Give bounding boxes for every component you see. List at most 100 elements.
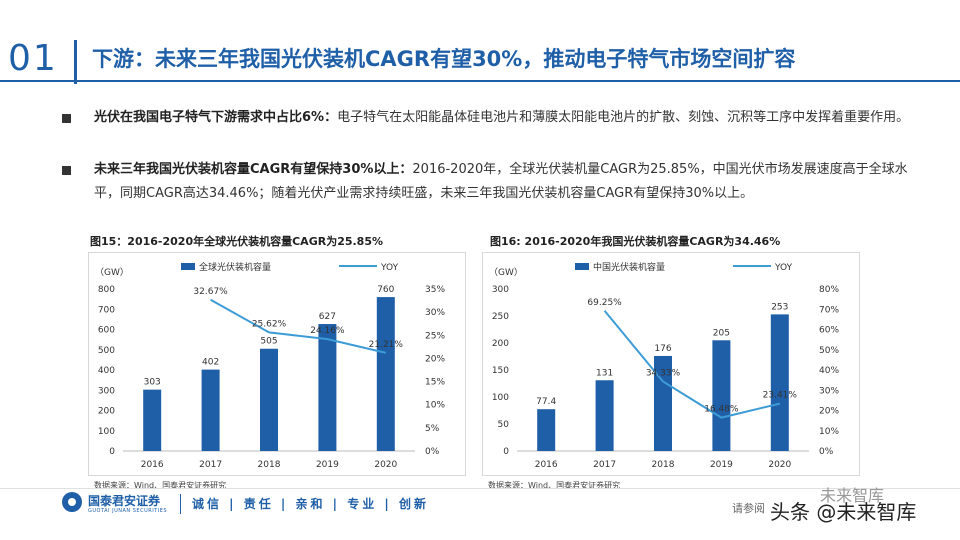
yoy-data-label: 21.21% (369, 340, 404, 350)
y-left-tick-label: 300 (492, 285, 509, 295)
yoy-data-label: 32.67% (193, 287, 228, 297)
x-tick-label: 2018 (652, 460, 675, 470)
y-right-tick-label: 50% (819, 346, 839, 356)
x-tick-label: 2018 (258, 460, 281, 470)
section-number: 01 (8, 38, 58, 79)
chart-2-svg: （GW） 中国光伏装机容量 YOY 300 250 200 150 100 50 0 80% 70% 6… (489, 261, 839, 470)
header-rule (0, 80, 960, 82)
bar-data-label: 760 (377, 285, 394, 295)
bar (595, 380, 614, 451)
y-right-tick-label: 40% (819, 366, 839, 376)
y-left-tick-label: 0 (503, 447, 509, 457)
footer-brand-en: GUOTAI JUNAN SECURITIES (88, 508, 168, 514)
legend-entry: 中国光伏装机容量 (593, 261, 665, 273)
chart-2-title: 图16: 2016-2020年我国光伏装机容量CAGR为34.46% (490, 235, 781, 248)
footer-divider (180, 494, 181, 514)
yoy-series-line (603, 310, 781, 419)
bar-data-label: 176 (654, 344, 671, 354)
y-right-tick-label: 15% (425, 378, 445, 388)
yoy-data-label: 23.41% (763, 391, 798, 401)
y-right-tick-label: 35% (425, 285, 445, 295)
y-left-tick-label: 500 (98, 346, 115, 356)
bar (376, 297, 395, 451)
yoy-data-label: 16.48% (704, 405, 739, 415)
y-left-tick-label: 0 (109, 447, 115, 457)
chart-1-svg: （GW） 全球光伏装机容量 YOY 800 700 600 500 400 300 200 100 0… (95, 261, 445, 470)
bar (318, 324, 337, 451)
y-right-tick-label: 30% (819, 386, 839, 396)
yoy-series-line (210, 298, 387, 354)
chart-1-source: 数据来源：Wind、国泰君安证券研究 (94, 481, 227, 490)
bar-data-label: 253 (771, 302, 788, 312)
y-right-tick-label: 30% (425, 308, 445, 318)
page-title: 下游：未来三年我国光伏装机CAGR有望30%，推动电子特气市场空间扩容 (92, 47, 796, 71)
chart-1-panel: （GW） 全球光伏装机容量 YOY 800 700 600 500 400 300 200 100 0… (88, 252, 466, 476)
y-left-tick-label: 600 (98, 326, 115, 336)
y-right-tick-label: 70% (819, 305, 839, 315)
y-right-tick-label: 0% (819, 447, 834, 457)
y-left-tick-label: 100 (492, 393, 509, 403)
bar-data-label: 627 (319, 312, 336, 322)
bar (537, 409, 556, 451)
bar-data-label: 402 (202, 358, 219, 368)
y-right-tick-label: 60% (819, 326, 839, 336)
bullet-text-1: 光伏在我国电子特气下游需求中占比6%：电子特气在太阳能晶体硅电池片和薄膜太阳能电… (94, 106, 932, 130)
x-tick-label: 2017 (199, 460, 222, 470)
y-left-tick-label: 400 (98, 366, 115, 376)
y-left-tick-label: 250 (492, 312, 509, 322)
legend-entry: 全球光伏装机容量 (199, 261, 271, 273)
bullet-body-2: 2016-2020年，全球光伏装机量CAGR为25.85%，中国光伏市场发展速度… (94, 162, 908, 201)
x-tick-label: 2020 (374, 460, 397, 470)
y-right-tick-label: 0% (425, 447, 440, 457)
y-left-tick-label: 150 (492, 366, 509, 376)
chart-2-panel: （GW） 中国光伏装机容量 YOY 300 250 200 150 100 50 0 80% 70% 6… (482, 252, 860, 476)
bar-data-label: 205 (713, 328, 730, 338)
y-right-tick-label: 10% (425, 401, 445, 411)
chart-1-title: 图15：2016-2020年全球光伏装机容量CAGR为25.85% (90, 235, 384, 248)
square-bullet-icon (62, 166, 71, 175)
y-left-tick-label: 800 (98, 285, 115, 295)
x-tick-label: 2016 (141, 460, 164, 470)
y-left-tick-label: 300 (98, 386, 115, 396)
y-left-tick-label: 200 (492, 339, 509, 349)
x-tick-label: 2016 (535, 460, 558, 470)
legend-entry: YOY (380, 263, 399, 273)
read-note: 请参阅 (732, 502, 765, 515)
bar-data-label: 77.4 (536, 397, 556, 407)
y-left-tick-label: 100 (98, 427, 115, 437)
yoy-data-label: 24.16% (310, 326, 345, 336)
y-right-tick-label: 25% (425, 331, 445, 341)
footer-rule (0, 488, 960, 489)
bar (712, 340, 731, 451)
y-axis-unit-label: （GW） (95, 267, 129, 278)
bullet-body-1: 电子特气在太阳能晶体硅电池片和薄膜太阳能电池片的扩散、刻蚀、沉积等工序中发挥着重… (337, 110, 910, 125)
square-bullet-icon (62, 114, 71, 123)
y-right-tick-label: 20% (819, 407, 839, 417)
bar (260, 348, 278, 451)
brand-logo-icon (62, 492, 82, 512)
watermark-text: 头条 @未来智库 (770, 500, 917, 524)
x-tick-label: 2019 (316, 460, 339, 470)
bar (201, 369, 220, 451)
y-left-tick-label: 50 (498, 420, 510, 430)
y-right-tick-label: 5% (425, 424, 440, 434)
yoy-data-label: 69.25% (587, 298, 622, 308)
bar (770, 314, 789, 451)
legend-bar-swatch (181, 263, 195, 270)
chart-2-source: 数据来源：Wind、国泰君安证券研究 (488, 481, 621, 490)
y-axis-unit-label: （GW） (489, 267, 523, 278)
y-right-tick-label: 10% (819, 427, 839, 437)
footer-brand: 国泰君安证券 (88, 494, 161, 508)
section-divider (74, 40, 77, 84)
y-left-tick-label: 700 (98, 305, 115, 315)
watermark-small: 未来智库 (820, 486, 885, 505)
bullet-lead-2: 未来三年我国光伏装机容量CAGR有望保持30%以上： (94, 162, 413, 177)
bar-data-label: 505 (260, 337, 277, 347)
x-tick-label: 2019 (710, 460, 733, 470)
y-right-tick-label: 80% (819, 285, 839, 295)
bar-data-label: 131 (596, 368, 613, 378)
bar-data-label: 303 (144, 378, 161, 388)
yoy-data-label: 25.62% (252, 319, 287, 329)
yoy-data-label: 34.33% (646, 368, 681, 378)
bullet-item-1: 光伏在我国电子特气下游需求中占比6%：电子特气在太阳能晶体硅电池片和薄膜太阳能电… (62, 106, 932, 154)
